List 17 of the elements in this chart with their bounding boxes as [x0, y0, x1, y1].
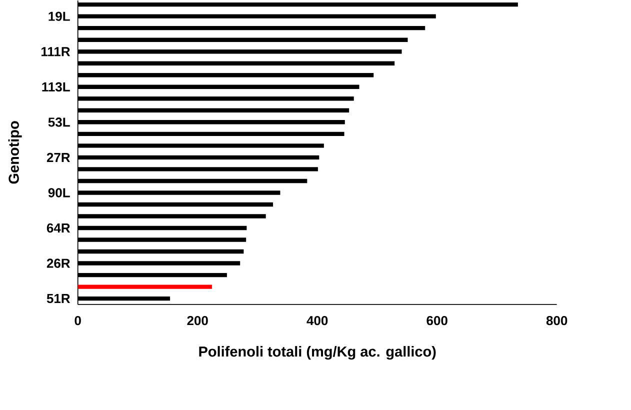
- x-axis-title: Polifenoli totali (mg/Kg ac. gallico): [199, 346, 436, 360]
- y-tick-label: 64R: [46, 223, 70, 232]
- y-tick-label: 19L: [48, 12, 70, 21]
- x-tick-label: 400: [306, 316, 328, 326]
- y-tick-label: 26R: [46, 258, 70, 268]
- y-tick-label: 111R: [41, 46, 70, 56]
- y-tick-label: 53L: [48, 117, 70, 127]
- x-tick-label: 0: [74, 316, 81, 326]
- x-tick-label: 200: [187, 316, 208, 326]
- x-tick-label: 800: [546, 316, 568, 326]
- y-tick-label: 51R: [46, 294, 70, 303]
- y-tick-label: 113L: [42, 82, 70, 92]
- bar: [78, 284, 212, 289]
- y-tick-label: 90L: [48, 188, 70, 198]
- x-tick-label: 600: [426, 316, 448, 326]
- y-axis-title: Genotipo: [8, 121, 22, 184]
- y-tick-label: 27R: [46, 152, 70, 162]
